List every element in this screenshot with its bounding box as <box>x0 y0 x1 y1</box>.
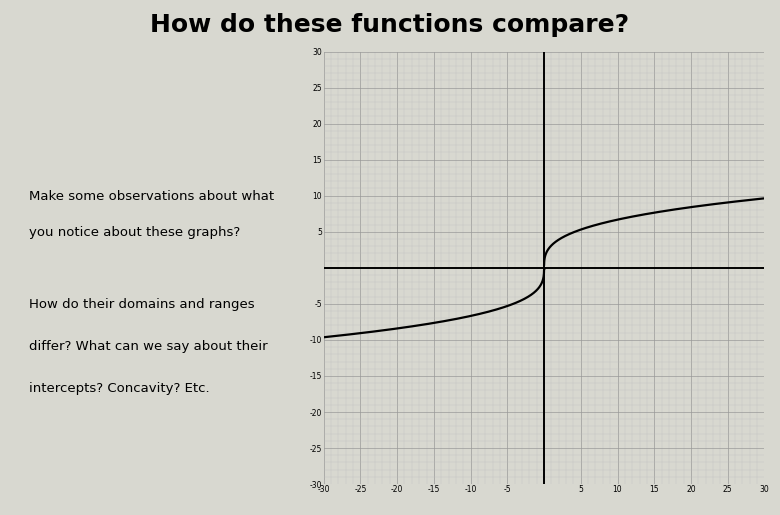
Text: differ? What can we say about their: differ? What can we say about their <box>29 340 268 353</box>
Text: How do their domains and ranges: How do their domains and ranges <box>29 298 254 311</box>
Text: intercepts? Concavity? Etc.: intercepts? Concavity? Etc. <box>29 382 209 394</box>
Text: How do these functions compare?: How do these functions compare? <box>151 13 629 37</box>
Text: you notice about these graphs?: you notice about these graphs? <box>29 226 239 239</box>
Text: Make some observations about what: Make some observations about what <box>29 191 274 203</box>
